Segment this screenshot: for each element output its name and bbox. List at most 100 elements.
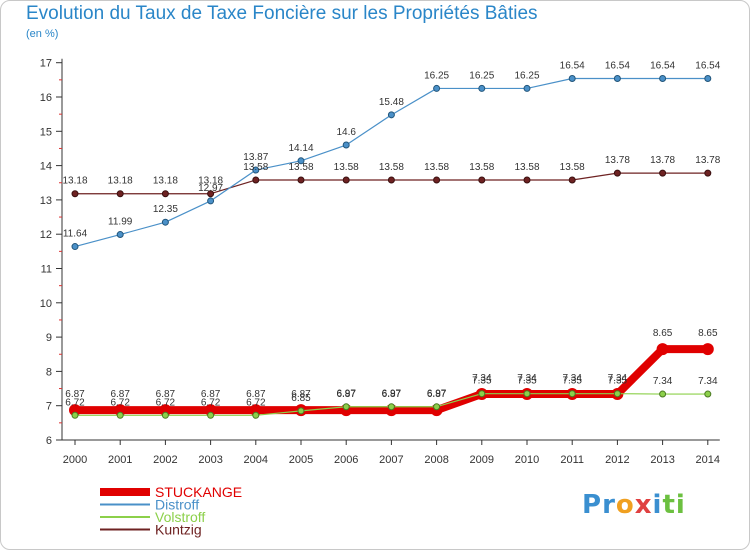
distroff-data-label: 13.87 (243, 152, 268, 163)
x-tick-label: 2008 (424, 454, 448, 466)
x-tick-label: 2002 (153, 454, 177, 466)
distroff-data-label: 16.54 (695, 60, 720, 71)
volstroff-point (297, 407, 305, 415)
x-tick-label: 2004 (244, 454, 268, 466)
stuckange-data-label: 7.34 (608, 373, 628, 384)
kuntzig-point (297, 176, 305, 184)
x-tick-label: 2009 (470, 454, 494, 466)
stuckange-point (701, 343, 714, 356)
y-tick-label: 14 (40, 161, 52, 173)
volstroff-data-label: 7.34 (698, 376, 718, 387)
x-tick-label: 2003 (198, 454, 222, 466)
stuckange-data-label: 6.87 (246, 389, 266, 400)
kuntzig-point (478, 176, 486, 184)
distroff-data-label: 16.54 (650, 60, 675, 71)
distroff-point (161, 218, 169, 226)
chart-title: Evolution du Taux de Taxe Foncière sur l… (26, 3, 538, 24)
y-tick-label: 15 (40, 126, 52, 138)
legend-label-distroff: Distroff (155, 497, 199, 513)
stuckange-data-label: 8.65 (653, 328, 673, 339)
logo-letter: i (652, 490, 663, 520)
x-tick-label: 2005 (289, 454, 313, 466)
kuntzig-point (342, 176, 350, 184)
kuntzig-point (116, 190, 124, 198)
x-tick-label: 2000 (63, 454, 87, 466)
distroff-data-label: 12.97 (198, 183, 223, 194)
volstroff-point (252, 411, 260, 419)
y-tick-label: 17 (40, 58, 52, 70)
kuntzig-data-label: 13.58 (334, 162, 359, 173)
volstroff-point (704, 390, 712, 398)
kuntzig-point (252, 176, 260, 184)
distroff-point (252, 166, 260, 174)
volstroff-data-label: 7.35 (608, 376, 628, 387)
distroff-data-label: 12.35 (153, 204, 178, 215)
distroff-point (523, 84, 531, 92)
volstroff-data-label: 6.72 (156, 397, 176, 408)
stuckange-data-label: 6.87 (427, 389, 447, 400)
kuntzig-point (161, 190, 169, 198)
distroff-data-label: 14.6 (336, 127, 356, 138)
volstroff-point (71, 411, 79, 419)
kuntzig-data-label: 13.58 (560, 162, 585, 173)
distroff-point (207, 197, 215, 205)
distroff-point (613, 74, 621, 82)
kuntzig-data-label: 13.58 (469, 162, 494, 173)
volstroff-point (523, 390, 531, 398)
logo-letter: x (634, 490, 653, 520)
distroff-point (568, 74, 576, 82)
y-tick-label: 16 (40, 92, 52, 104)
distroff-point (116, 231, 124, 239)
kuntzig-point (613, 169, 621, 177)
kuntzig-data-label: 13.58 (424, 162, 449, 173)
volstroff-point (342, 403, 350, 411)
volstroff-data-label: 6.85 (291, 393, 311, 404)
stuckange-data-label: 7.34 (562, 373, 582, 384)
distroff-point (342, 141, 350, 149)
distroff-point (704, 74, 712, 82)
volstroff-data-label: 6.97 (382, 389, 402, 400)
kuntzig-data-label: 13.78 (695, 155, 720, 166)
volstroff-data-label: 6.72 (246, 397, 266, 408)
legend-label-volstroff: Volstroff (155, 509, 205, 525)
unit-label: (en %) (26, 28, 59, 40)
y-tick-label: 6 (46, 435, 52, 447)
distroff-data-label: 14.14 (288, 143, 313, 154)
distroff-point (297, 157, 305, 165)
stuckange-data-label: 7.34 (517, 373, 537, 384)
legend-label-stuckange: STUCKANGE (155, 484, 242, 500)
volstroff-point (568, 390, 576, 398)
volstroff-data-label: 6.72 (65, 397, 85, 408)
logo-letter: P (582, 490, 603, 520)
kuntzig-point (659, 169, 667, 177)
stuckange-data-label: 6.87 (201, 389, 221, 400)
distroff-data-label: 16.54 (605, 60, 630, 71)
distroff-data-label: 16.25 (424, 70, 449, 81)
distroff-point (433, 84, 441, 92)
proxiti-logo: Proxiti (582, 490, 686, 520)
kuntzig-data-label: 13.18 (198, 176, 223, 187)
stuckange-data-label: 6.87 (65, 389, 85, 400)
volstroff-point (478, 390, 486, 398)
volstroff-data-label: 7.34 (653, 376, 673, 387)
x-tick-label: 2006 (334, 454, 358, 466)
stuckange-data-label: 6.87 (291, 389, 311, 400)
x-tick-label: 2013 (650, 454, 674, 466)
kuntzig-data-label: 13.18 (108, 176, 133, 187)
volstroff-data-label: 6.97 (427, 389, 447, 400)
volstroff-point (116, 411, 124, 419)
volstroff-point (613, 390, 621, 398)
logo-letter: r (602, 490, 616, 520)
stuckange-data-label: 6.87 (336, 389, 356, 400)
distroff-data-label: 16.25 (469, 70, 494, 81)
volstroff-data-label: 6.97 (336, 389, 356, 400)
x-tick-label: 2001 (108, 454, 132, 466)
x-tick-label: 2012 (605, 454, 629, 466)
y-tick-label: 12 (40, 229, 52, 241)
x-tick-label: 2007 (379, 454, 403, 466)
kuntzig-point (523, 176, 531, 184)
kuntzig-data-label: 13.18 (153, 176, 178, 187)
volstroff-point (659, 390, 667, 398)
